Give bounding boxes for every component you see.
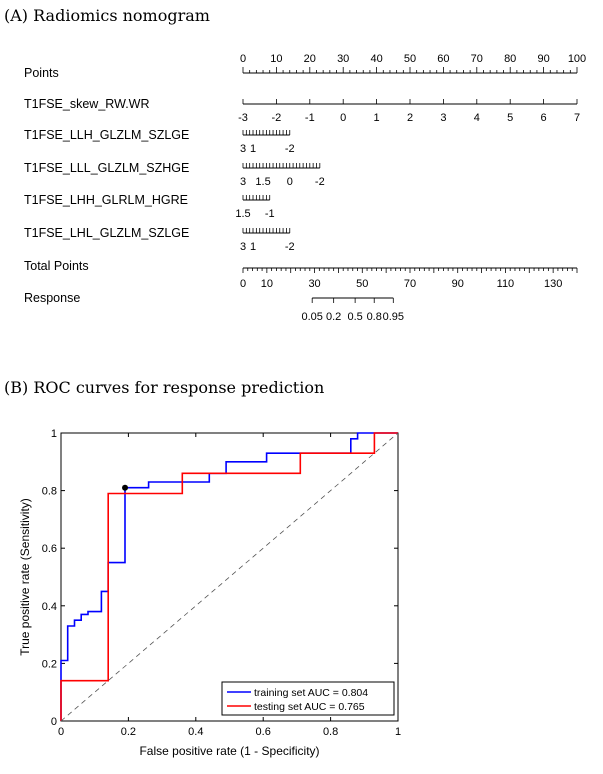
t1fse-lhl-glzlm-szlge-tick-label: -2 bbox=[285, 241, 295, 253]
points-tick-label: 90 bbox=[537, 53, 549, 65]
t1fse-skew-rw-wr-tick-label: 0 bbox=[340, 112, 346, 124]
points-tick-label: 60 bbox=[437, 53, 449, 65]
response-tick-label: 0.05 bbox=[301, 311, 322, 323]
nomogram-label-total-points: Total Points bbox=[24, 259, 89, 273]
nomogram-label-t1fse-skew-rw-wr: T1FSE_skew_RW.WR bbox=[24, 97, 150, 111]
t1fse-skew-rw-wr-tick-label: 5 bbox=[507, 112, 513, 124]
t1fse-skew-rw-wr-tick-label: 7 bbox=[574, 112, 580, 124]
roc-title: (B) ROC curves for response prediction bbox=[4, 378, 324, 397]
x-tick-label: 0.8 bbox=[323, 726, 338, 738]
nomogram-label-points: Points bbox=[24, 66, 59, 80]
x-tick-label: 0.4 bbox=[188, 726, 203, 738]
x-tick-label: 0 bbox=[58, 726, 64, 738]
points-tick-label: 40 bbox=[370, 53, 382, 65]
points-tick-label: 100 bbox=[568, 53, 586, 65]
t1fse-llh-glzlm-szlge-tick-label: 1 bbox=[250, 143, 256, 155]
y-tick-label: 1 bbox=[51, 428, 57, 440]
y-tick-label: 0.6 bbox=[42, 543, 57, 555]
response-tick-label: 0.2 bbox=[326, 311, 341, 323]
total-points-tick-label: 110 bbox=[497, 278, 515, 290]
t1fse-lll-glzlm-szhge-tick-label: 1.5 bbox=[255, 176, 270, 188]
points-tick-label: 0 bbox=[240, 53, 246, 65]
training-roc-line bbox=[60, 432, 398, 721]
nomogram-title: (A) Radiomics nomogram bbox=[4, 6, 210, 25]
t1fse-skew-rw-wr-tick-label: -3 bbox=[238, 112, 248, 124]
t1fse-llh-glzlm-szlge-tick-label: -2 bbox=[285, 143, 295, 155]
legend: training set AUC = 0.804 testing set AUC … bbox=[221, 681, 395, 716]
t1fse-lll-glzlm-szhge-tick-label: 0 bbox=[287, 176, 293, 188]
t1fse-llh-glzlm-szlge-tick-label: 3 bbox=[240, 143, 246, 155]
reference-diagonal-line bbox=[60, 432, 399, 722]
t1fse-skew-rw-wr-tick-label: 1 bbox=[374, 112, 380, 124]
t1fse-skew-rw-wr-tick-label: -1 bbox=[305, 112, 315, 124]
total-points-tick-label: 70 bbox=[404, 278, 416, 290]
total-points-tick-label: 90 bbox=[452, 278, 464, 290]
t1fse-lhl-glzlm-szlge-tick-label: 1 bbox=[250, 241, 256, 253]
y-tick-label: 0.2 bbox=[42, 658, 57, 670]
t1fse-skew-rw-wr-tick-label: -2 bbox=[272, 112, 282, 124]
nomogram-label-t1fse-lll-glzlm-szhge: T1FSE_LLL_GLZLM_SZHGE bbox=[24, 161, 189, 175]
x-tick-label: 0.6 bbox=[256, 726, 271, 738]
total-points-tick-label: 10 bbox=[261, 278, 273, 290]
total-points-tick-label: 30 bbox=[308, 278, 320, 290]
nomogram-label-t1fse-llh-glzlm-szlge: T1FSE_LLH_GLZLM_SZLGE bbox=[24, 128, 189, 142]
optimal-cutoff-point bbox=[122, 484, 129, 491]
x-tick-label: 0.2 bbox=[121, 726, 136, 738]
t1fse-lhl-glzlm-szlge-tick-label: 3 bbox=[240, 241, 246, 253]
t1fse-lhh-glrlm-hgre-tick-label: 1.5 bbox=[235, 208, 250, 220]
x-tick-label: 1 bbox=[395, 726, 401, 738]
t1fse-skew-rw-wr-tick-label: 2 bbox=[407, 112, 413, 124]
nomogram-label-t1fse-lhh-glrlm-hgre: T1FSE_LHH_GLRLM_HGRE bbox=[24, 193, 188, 207]
total-points-tick-label: 0 bbox=[240, 278, 246, 290]
y-tick-label: 0.4 bbox=[42, 601, 57, 613]
points-tick-label: 30 bbox=[337, 53, 349, 65]
t1fse-lll-glzlm-szhge-tick-label: 3 bbox=[240, 176, 246, 188]
response-tick-label: 0.5 bbox=[347, 311, 362, 323]
legend-testing-label: testing set AUC = 0.765 bbox=[254, 701, 365, 713]
t1fse-skew-rw-wr-tick-label: 4 bbox=[474, 112, 480, 124]
points-tick-label: 10 bbox=[270, 53, 282, 65]
points-tick-label: 50 bbox=[404, 53, 416, 65]
nomogram-label-response: Response bbox=[24, 291, 80, 305]
legend-training-label: training set AUC = 0.804 bbox=[254, 687, 368, 699]
points-tick-label: 80 bbox=[504, 53, 516, 65]
points-tick-label: 70 bbox=[471, 53, 483, 65]
total-points-tick-label: 130 bbox=[544, 278, 562, 290]
testing-roc-line bbox=[60, 432, 398, 721]
total-points-tick-label: 50 bbox=[356, 278, 368, 290]
y-tick-label: 0 bbox=[51, 716, 57, 728]
roc-chart: 0 0.2 0.4 0.6 0.8 1 0 0.2 0.4 0.6 0.8 1 False positi… bbox=[18, 428, 401, 758]
x-axis-label: False positive rate (1 - Specificity) bbox=[139, 744, 319, 758]
points-tick-label: 20 bbox=[304, 53, 316, 65]
y-axis-label: True positive rate (Sensitivity) bbox=[18, 498, 32, 656]
t1fse-lll-glzlm-szhge-tick-label: -2 bbox=[315, 176, 325, 188]
nomogram-label-t1fse-lhl-glzlm-szlge: T1FSE_LHL_GLZLM_SZLGE bbox=[24, 226, 189, 240]
legend-box bbox=[221, 681, 395, 716]
response-tick-label: 0.95 bbox=[383, 311, 404, 323]
t1fse-lhh-glrlm-hgre-tick-label: -1 bbox=[265, 208, 275, 220]
response-tick-label: 0.8 bbox=[367, 311, 382, 323]
t1fse-skew-rw-wr-tick-label: 6 bbox=[541, 112, 547, 124]
t1fse-skew-rw-wr-tick-label: 3 bbox=[440, 112, 446, 124]
y-tick-label: 0.8 bbox=[42, 486, 57, 498]
